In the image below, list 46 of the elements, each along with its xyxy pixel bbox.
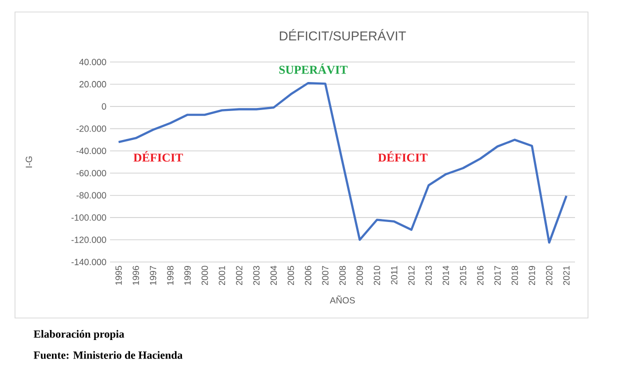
- y-tick-label: -140.000: [71, 258, 106, 266]
- annotation: DÉFICIT: [378, 151, 428, 162]
- x-tick-label: 2014: [442, 266, 450, 286]
- annotation: DÉFICIT: [134, 151, 183, 162]
- x-tick-label: 2004: [270, 266, 277, 286]
- x-tick-label: 2001: [218, 266, 226, 286]
- x-tick-label: 2010: [374, 266, 380, 286]
- x-tick-label: 1998: [167, 266, 174, 285]
- text: Elaboración propia: [34, 330, 124, 340]
- annotation: SUPERÁVIT: [279, 63, 348, 74]
- x-tick-label: 2018: [512, 266, 518, 286]
- x-tick-label: 2016: [477, 266, 484, 286]
- x-tick-label: 2013: [425, 266, 432, 286]
- y-axis-title: I-G: [26, 156, 32, 168]
- x-tick-label: 2012: [408, 266, 415, 286]
- y-tick-label: -40.000: [76, 148, 106, 154]
- x-tick-label: 2015: [460, 266, 466, 286]
- x-tick-label: 1996: [132, 266, 140, 285]
- x-tick-label: 2021: [563, 266, 570, 286]
- x-tick-label: 2006: [304, 266, 312, 286]
- x-tick-label: 1995: [115, 266, 122, 285]
- source-note: Fuente: Ministerio de Hacienda: [34, 351, 183, 359]
- line-series: [118, 82, 568, 244]
- x-tick-label: 2019: [528, 266, 536, 286]
- x-tick-label: 1997: [150, 266, 156, 285]
- x-tick-label: 1999: [184, 266, 191, 285]
- y-tick-label: 0: [102, 103, 106, 110]
- x-tick-label: 2003: [253, 266, 260, 286]
- x-axis-title: AÑOS: [330, 296, 355, 304]
- x-tick-label: 2002: [236, 266, 242, 286]
- y-tick-label: -60.000: [76, 170, 106, 176]
- x-tick-label: 2000: [202, 266, 208, 286]
- chart-title: DÉFICIT/SUPERÁVIT: [280, 29, 406, 41]
- y-tick-label: -20.000: [76, 125, 106, 132]
- x-tick-label: 2009: [356, 266, 363, 286]
- x-tick-label: 2017: [494, 266, 501, 286]
- y-tick-label: -120.000: [71, 236, 106, 243]
- y-tick-label: 40.000: [79, 58, 106, 66]
- x-tick-label: 2008: [339, 266, 346, 286]
- y-tick-label: 20.000: [80, 81, 106, 88]
- y-tick-label: -100.000: [71, 214, 106, 221]
- x-tick-label: 2007: [322, 266, 328, 286]
- x-tick-label: 2020: [546, 266, 552, 286]
- x-tick-label: 2011: [390, 266, 398, 284]
- x-tick-label: 2005: [288, 266, 294, 286]
- y-tick-label: -80.000: [76, 192, 106, 199]
